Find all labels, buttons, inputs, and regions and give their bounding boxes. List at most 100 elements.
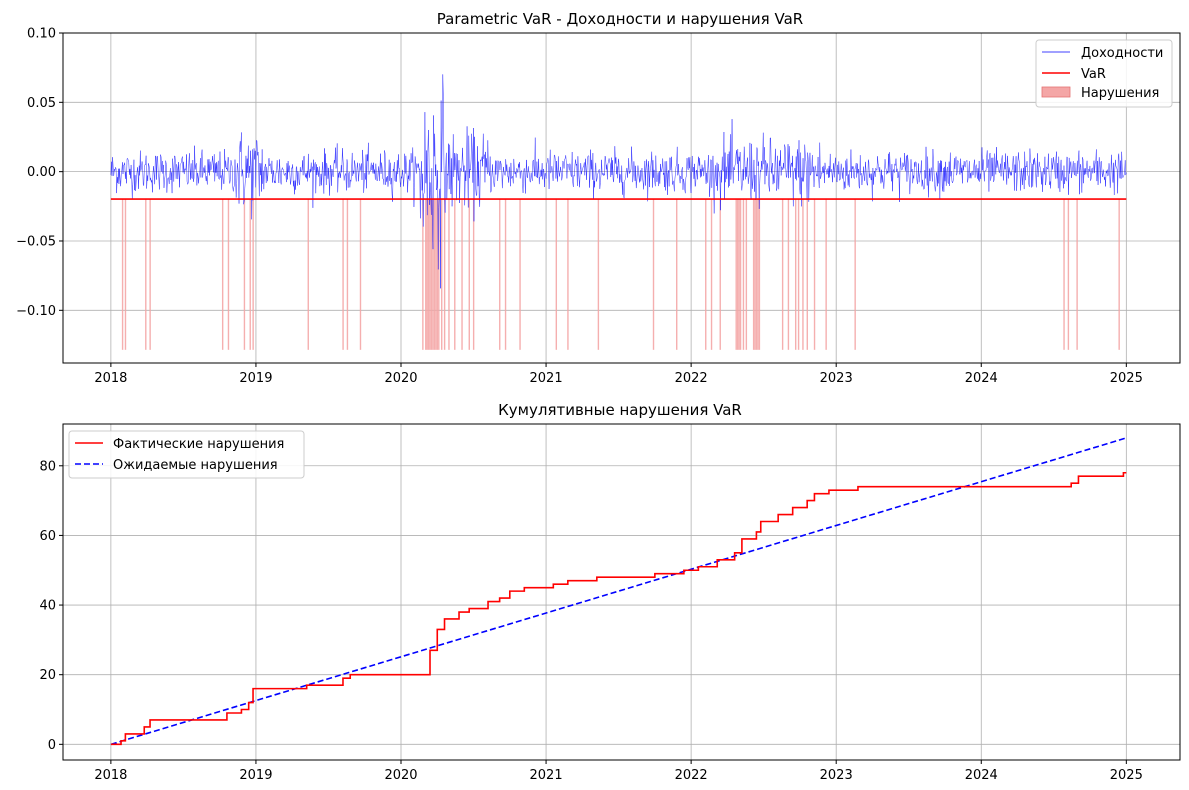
violation-band xyxy=(813,199,816,350)
violation-band xyxy=(227,199,230,350)
violation-band xyxy=(745,199,748,350)
x-tick-label: 2024 xyxy=(965,768,998,783)
cumulative-violations-chart: Кумулятивные нарушения VaR 2018 2019 2020 2… xyxy=(39,401,1181,783)
x-tick-label: 2019 xyxy=(239,371,272,386)
violation-band xyxy=(359,199,362,350)
x-tick-label: 2022 xyxy=(675,371,708,386)
grid xyxy=(63,32,1180,363)
violation-band xyxy=(752,199,755,350)
violation-band xyxy=(435,199,437,350)
violation-band xyxy=(738,199,740,350)
x-tick-label: 2021 xyxy=(530,371,563,386)
chart-title: Parametric VaR - Доходности и нарушения … xyxy=(437,10,803,28)
violation-band xyxy=(149,199,151,350)
violation-band xyxy=(735,199,737,350)
returns-var-chart: Parametric VaR - Доходности и нарушения … xyxy=(16,10,1181,387)
legend-swatch-violations xyxy=(1041,86,1071,98)
x-tick-label: 2018 xyxy=(94,371,127,386)
violation-band xyxy=(597,199,600,350)
chart-title: Кумулятивные нарушения VaR xyxy=(498,401,742,419)
violation-band xyxy=(342,199,344,350)
violation-band xyxy=(736,199,739,350)
y-tick-label: 60 xyxy=(39,529,56,544)
violation-band xyxy=(710,199,713,350)
violation-band xyxy=(145,199,147,350)
violation-band xyxy=(754,199,756,350)
violation-band xyxy=(1076,199,1078,350)
legend-label-violations: Нарушения xyxy=(1081,86,1159,101)
violation-band xyxy=(426,199,428,350)
series-lines xyxy=(110,437,1127,746)
violation-band xyxy=(555,199,558,350)
plot-frame xyxy=(62,32,1181,364)
violation-band xyxy=(436,199,439,350)
returns-line xyxy=(110,74,1127,289)
x-tick-label: 2018 xyxy=(94,768,127,783)
legend: Доходности VaR Нарушения xyxy=(1035,39,1173,108)
violation-band xyxy=(124,199,127,350)
violation-band xyxy=(504,199,507,350)
y-tick-label: 0.10 xyxy=(27,27,56,42)
y-tick-label: 0 xyxy=(48,738,56,753)
y-tick-label: 80 xyxy=(39,459,56,474)
violation-band xyxy=(432,199,434,350)
x-tick-label: 2023 xyxy=(820,371,853,386)
expected-violations-line xyxy=(110,437,1127,746)
violation-band xyxy=(1118,199,1120,350)
violations-fill xyxy=(121,199,1120,350)
actual-violations-line xyxy=(110,471,1127,746)
violation-band xyxy=(806,199,808,350)
violation-band xyxy=(758,199,761,350)
violation-band xyxy=(1067,199,1070,350)
violation-band xyxy=(787,199,790,350)
violation-band xyxy=(567,199,569,350)
violation-band xyxy=(461,199,463,350)
x-tick-label: 2021 xyxy=(530,768,563,783)
legend-label-expected: Ожидаемые нарушения xyxy=(113,458,278,473)
violation-band xyxy=(742,199,745,350)
violation-band xyxy=(307,199,309,350)
violation-band xyxy=(757,199,759,350)
violation-band xyxy=(441,199,443,350)
violation-band xyxy=(422,199,424,350)
violation-band xyxy=(794,199,797,350)
violation-band xyxy=(676,199,678,350)
violation-band xyxy=(825,199,827,350)
legend: Фактические нарушения Ожидаемые нарушени… xyxy=(68,430,305,479)
plot-frame xyxy=(62,423,1181,761)
series-lines xyxy=(110,74,1127,289)
y-tick-label: 0.05 xyxy=(27,96,56,111)
violation-band xyxy=(519,199,521,350)
violation-band xyxy=(797,199,800,350)
violation-band xyxy=(425,199,427,350)
violation-band xyxy=(802,199,804,350)
violation-band xyxy=(854,199,856,350)
violation-band xyxy=(221,199,224,350)
violation-band xyxy=(454,199,456,350)
axis-ticks: 2018 2019 2020 2021 2022 2023 2024 2025 0 20 40 60 8… xyxy=(39,459,1142,783)
violation-band xyxy=(719,199,721,350)
x-tick-label: 2024 xyxy=(965,371,998,386)
legend-label-returns: Доходности xyxy=(1081,46,1163,61)
violation-band xyxy=(243,199,246,350)
violation-band xyxy=(430,199,433,350)
violation-band xyxy=(121,199,124,350)
violation-band xyxy=(755,199,758,350)
violation-band xyxy=(249,199,251,350)
grid xyxy=(63,424,1180,760)
x-tick-label: 2020 xyxy=(384,768,417,783)
violation-band xyxy=(472,199,475,350)
x-tick-label: 2025 xyxy=(1110,371,1143,386)
axis-ticks: 2018 2019 2020 2021 2022 2023 2024 2025 0.10 0.05… xyxy=(16,27,1143,387)
y-tick-label: 40 xyxy=(39,599,56,614)
violation-band xyxy=(705,199,707,350)
legend-box xyxy=(68,430,305,479)
y-tick-label: −0.05 xyxy=(16,234,56,249)
x-tick-label: 2020 xyxy=(384,371,417,386)
violation-band xyxy=(468,199,470,350)
x-tick-label: 2025 xyxy=(1110,768,1143,783)
y-tick-label: 0.00 xyxy=(27,165,56,180)
violation-band xyxy=(433,199,436,350)
violation-band xyxy=(499,199,501,350)
